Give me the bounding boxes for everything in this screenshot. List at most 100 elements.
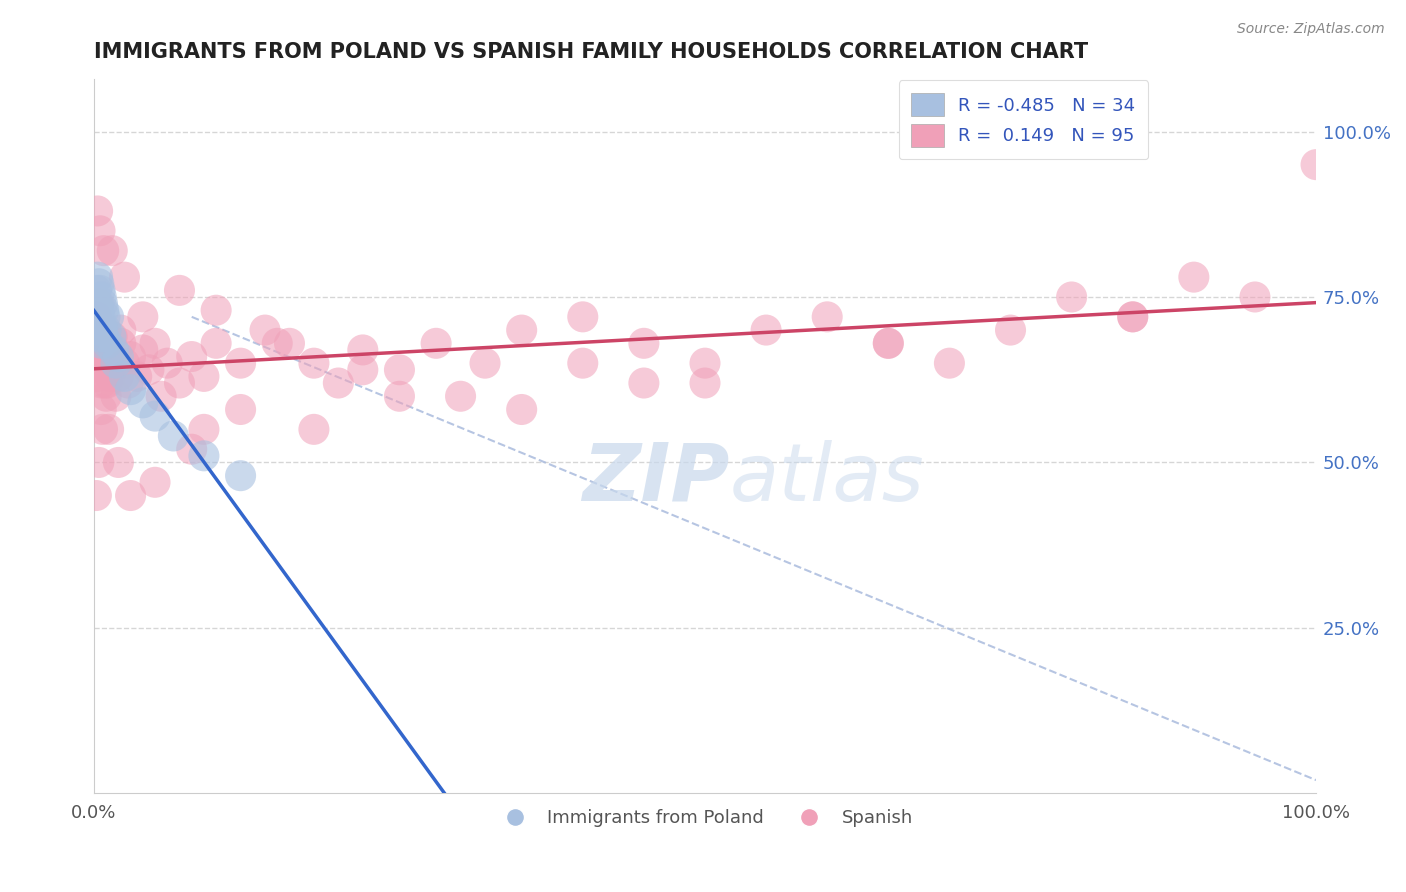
Point	[93, 329, 115, 343]
Point	[450, 389, 472, 403]
Point	[91, 422, 114, 436]
Point	[180, 442, 202, 457]
Point	[93, 244, 115, 258]
Point	[90, 290, 112, 304]
Point	[87, 277, 110, 291]
Point	[97, 310, 120, 324]
Point	[425, 336, 447, 351]
Point	[93, 303, 115, 318]
Text: Source: ZipAtlas.com: Source: ZipAtlas.com	[1237, 22, 1385, 37]
Point	[193, 369, 215, 384]
Point	[114, 356, 136, 370]
Point	[143, 336, 166, 351]
Point	[125, 369, 148, 384]
Point	[100, 329, 122, 343]
Point	[132, 310, 155, 324]
Legend: Immigrants from Poland, Spanish: Immigrants from Poland, Spanish	[489, 802, 921, 834]
Point	[93, 363, 115, 377]
Point	[94, 323, 117, 337]
Point	[89, 356, 111, 370]
Text: IMMIGRANTS FROM POLAND VS SPANISH FAMILY HOUSEHOLDS CORRELATION CHART: IMMIGRANTS FROM POLAND VS SPANISH FAMILY…	[94, 42, 1088, 62]
Point	[510, 323, 533, 337]
Point	[86, 203, 108, 218]
Point	[193, 422, 215, 436]
Point	[143, 409, 166, 423]
Point	[100, 350, 122, 364]
Point	[101, 244, 124, 258]
Point	[1305, 158, 1327, 172]
Point	[388, 389, 411, 403]
Point	[162, 429, 184, 443]
Point	[97, 422, 120, 436]
Point	[107, 369, 129, 384]
Point	[229, 468, 252, 483]
Point	[1244, 290, 1267, 304]
Point	[877, 336, 900, 351]
Point	[302, 356, 325, 370]
Point	[938, 356, 960, 370]
Point	[87, 303, 110, 318]
Point	[143, 475, 166, 490]
Point	[94, 310, 117, 324]
Point	[110, 323, 132, 337]
Text: atlas: atlas	[730, 440, 924, 518]
Point	[103, 356, 125, 370]
Point	[510, 402, 533, 417]
Point	[94, 356, 117, 370]
Point	[86, 489, 108, 503]
Point	[86, 296, 108, 310]
Point	[156, 356, 179, 370]
Point	[86, 369, 108, 384]
Point	[474, 356, 496, 370]
Point	[229, 402, 252, 417]
Point	[755, 323, 778, 337]
Point	[90, 336, 112, 351]
Point	[117, 376, 139, 390]
Point	[87, 455, 110, 469]
Point	[877, 336, 900, 351]
Point	[98, 369, 121, 384]
Point	[352, 343, 374, 357]
Point	[93, 323, 115, 337]
Point	[86, 356, 108, 370]
Point	[89, 329, 111, 343]
Point	[633, 376, 655, 390]
Point	[120, 350, 142, 364]
Text: ZIP: ZIP	[582, 440, 730, 518]
Point	[91, 323, 114, 337]
Point	[352, 363, 374, 377]
Point	[1122, 310, 1144, 324]
Point	[84, 303, 107, 318]
Point	[101, 329, 124, 343]
Point	[169, 376, 191, 390]
Point	[94, 389, 117, 403]
Point	[90, 402, 112, 417]
Point	[571, 356, 593, 370]
Point	[104, 356, 127, 370]
Point	[169, 284, 191, 298]
Point	[193, 449, 215, 463]
Point	[132, 343, 155, 357]
Point	[815, 310, 838, 324]
Point	[278, 336, 301, 351]
Point	[205, 336, 228, 351]
Point	[180, 350, 202, 364]
Point	[205, 303, 228, 318]
Point	[266, 336, 288, 351]
Point	[1122, 310, 1144, 324]
Point	[86, 284, 108, 298]
Point	[91, 296, 114, 310]
Point	[633, 336, 655, 351]
Point	[87, 323, 110, 337]
Point	[86, 317, 108, 331]
Point	[86, 323, 108, 337]
Point	[571, 310, 593, 324]
Point	[1060, 290, 1083, 304]
Point	[90, 329, 112, 343]
Point	[110, 336, 132, 351]
Point	[114, 270, 136, 285]
Point	[90, 317, 112, 331]
Point	[91, 350, 114, 364]
Point	[87, 296, 110, 310]
Point	[693, 356, 716, 370]
